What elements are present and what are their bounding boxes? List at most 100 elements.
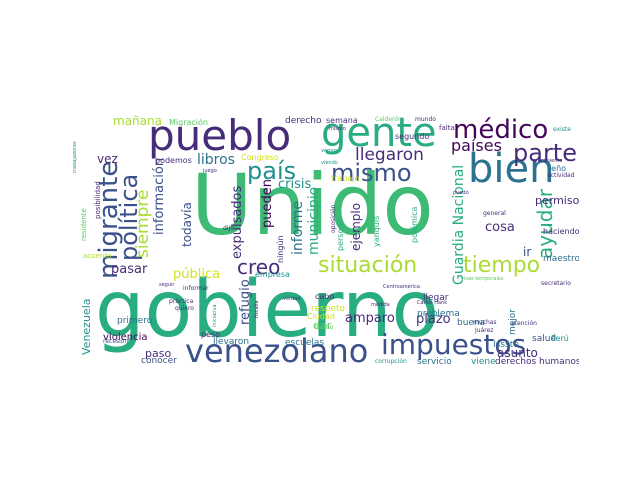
word-segundo: segundo <box>395 132 430 141</box>
word-mundo: mundo <box>415 116 436 123</box>
word-fiscalia: fiscalía <box>254 300 260 318</box>
word-permiso: permiso <box>535 194 579 207</box>
word-empresa: empresa <box>255 270 290 279</box>
word-acuerdo: acuerdo <box>83 252 112 260</box>
word-manana: mañana <box>113 114 162 128</box>
word-podemos: podemos <box>155 156 192 165</box>
word-pais: país <box>247 157 297 185</box>
word-congreso: Congreso <box>241 153 279 162</box>
word-existe: existe <box>553 126 571 133</box>
word-verdad: verdad <box>283 296 301 302</box>
word-refugio: refugio <box>238 279 253 325</box>
word-dijo: dijo <box>223 225 234 232</box>
word-persona: persona <box>336 218 345 251</box>
word-peso: peso <box>201 330 221 339</box>
word-plazo: plazo <box>416 312 451 327</box>
word-buena: buena <box>457 318 486 328</box>
word-informacion: información <box>152 157 167 235</box>
word-centroamerica: Centroamérica <box>383 284 420 290</box>
word-visas-temporales: visas temporales <box>461 276 504 282</box>
word-cabo: cabo <box>315 292 335 301</box>
word-seno: seño <box>547 164 567 173</box>
word-atencion: atención <box>511 320 537 327</box>
word-pasar: pasar <box>111 262 148 277</box>
word-pueblo: pueblo <box>148 113 292 160</box>
word-salud: salud <box>532 334 557 344</box>
word-expulsados: expulsados <box>230 185 245 259</box>
word-muchas: muchas <box>473 319 497 326</box>
word-bien: bien <box>468 146 555 192</box>
word-seguir: seguir <box>159 282 175 288</box>
word-situacion: situación <box>318 253 418 278</box>
word-ir: ir <box>523 245 532 259</box>
word-mismo: mismo <box>331 159 412 187</box>
word-medico: médico <box>453 115 549 145</box>
word-impuestos: impuestos <box>381 328 527 361</box>
word-informe: informe <box>290 200 306 255</box>
word-crecimiento: crecimiento <box>533 158 563 164</box>
word-asunto: asunto <box>497 346 538 360</box>
word-siempre: siempre <box>133 189 153 258</box>
word-venezolano: venezolano <box>185 332 369 369</box>
word-todavia: todavía <box>180 202 194 247</box>
word-actividad: actividad <box>547 172 575 179</box>
word-migracion: Migración <box>169 118 208 127</box>
word-juego: juego <box>203 168 217 174</box>
word-maestro: maestro <box>543 254 579 264</box>
word-corrupcion: corrupción <box>375 358 407 365</box>
word-venezuela: Venezuela <box>80 298 93 356</box>
word-crisis: crisis <box>278 177 312 192</box>
word-servicio: servicio <box>417 357 452 367</box>
word-amparo: amparo <box>345 311 395 326</box>
word-ciudad: Ciudad <box>307 312 335 321</box>
word-puedo: puedo <box>453 190 469 196</box>
word-llevaron: llevaron <box>213 337 250 347</box>
word-llegaron: llegaron <box>355 145 424 165</box>
word-publica: pública <box>173 267 221 282</box>
word-informar: informar <box>183 285 209 292</box>
word-viene: viene <box>471 357 496 367</box>
word-violencia: violencia <box>103 332 148 343</box>
word-polemica: polémica <box>410 206 419 243</box>
word-posibilidad: posibilidad <box>94 181 102 219</box>
word-general: general <box>483 210 506 217</box>
word-quiero: quiero <box>175 305 194 312</box>
word-primero: primero <box>117 316 153 326</box>
word-dar: dar <box>313 319 332 332</box>
word-haciendo: haciendo <box>543 227 579 236</box>
word-cloud: Unido gobierno pueblo gente bien venezol… <box>73 113 579 369</box>
word-oposicion: oposición <box>330 204 337 233</box>
word-trabajadores: trabajadores <box>73 141 78 173</box>
word-residente: residente <box>80 208 88 241</box>
word-municipio: municipio <box>306 186 322 255</box>
word-conocer: conocer <box>141 356 177 366</box>
word-recesion: recesión <box>103 338 129 345</box>
word-carlos-hank: Carlos Hank <box>417 300 448 306</box>
word-semana: semana <box>326 116 358 125</box>
word-escuelas: escuelas <box>285 338 325 348</box>
word-medida: medida <box>371 302 390 308</box>
word-trabajo: trabajo <box>331 174 360 183</box>
word-practica: práctica <box>169 298 194 305</box>
word-falta: falta <box>439 124 455 132</box>
word-problema: problema <box>417 309 460 319</box>
word-cosa: cosa <box>485 220 515 235</box>
word-pueden: pueden <box>260 179 275 228</box>
word-calderon: Calderón <box>375 116 402 123</box>
word-paises: países <box>451 136 502 155</box>
word-mismo-small: mismo <box>329 126 346 132</box>
word-gobierno: gobierno <box>95 265 440 355</box>
word-unido: Unido <box>191 156 434 254</box>
word-llegar: llegar <box>423 293 449 303</box>
word-ejemplo: ejemplo <box>349 202 363 251</box>
word-paso: paso <box>145 347 172 360</box>
word-secretario: secretario <box>541 280 571 287</box>
word-parte: parte <box>513 139 577 167</box>
word-libros: libros <box>197 152 235 168</box>
word-hecho: hecho <box>315 324 334 331</box>
word-gente: gente <box>321 113 437 156</box>
word-derecho: derecho <box>285 116 322 126</box>
word-derechos-humanos: derechos humanos <box>495 357 579 367</box>
word-creo: creo <box>237 255 281 279</box>
word-peru: Perú <box>551 334 569 343</box>
